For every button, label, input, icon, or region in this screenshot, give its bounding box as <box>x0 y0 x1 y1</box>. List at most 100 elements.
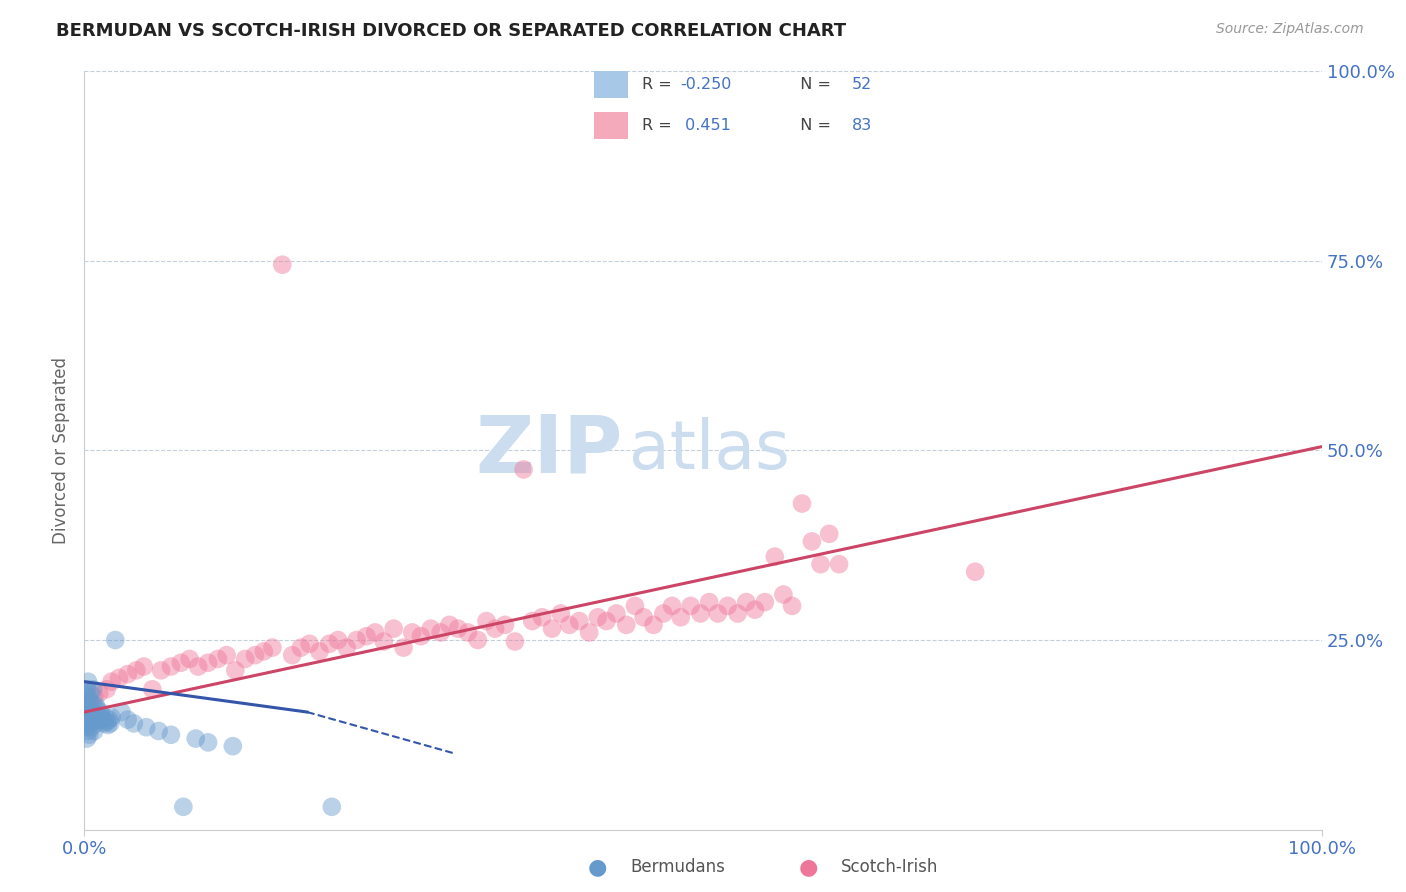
Point <box>84 716 107 731</box>
Text: 0.451: 0.451 <box>681 118 731 133</box>
Point <box>98 713 121 727</box>
Point <box>76 731 98 746</box>
Point <box>122 716 145 731</box>
Point <box>93 716 115 731</box>
Point <box>98 716 121 731</box>
Point <box>141 682 163 697</box>
Text: N =: N = <box>790 118 837 133</box>
Bar <box>593 112 628 139</box>
Point <box>780 599 803 613</box>
Point <box>439 617 461 632</box>
Point <box>271 258 294 272</box>
Point <box>512 462 534 476</box>
Point <box>550 607 572 621</box>
Point <box>100 674 122 689</box>
Text: atlas: atlas <box>628 417 790 483</box>
Point <box>605 607 627 621</box>
Text: R =: R = <box>643 118 676 133</box>
Text: Scotch-Irish: Scotch-Irish <box>841 858 938 876</box>
Text: -0.250: -0.250 <box>681 77 731 92</box>
Point <box>135 720 157 734</box>
Point <box>91 713 114 727</box>
Point <box>75 686 97 700</box>
Point <box>76 713 98 727</box>
Point <box>79 708 101 723</box>
Point <box>94 710 117 724</box>
Point <box>364 625 387 640</box>
Point <box>77 705 100 719</box>
Point <box>652 607 675 621</box>
Y-axis label: Divorced or Separated: Divorced or Separated <box>52 357 70 544</box>
Point <box>697 595 720 609</box>
Point <box>429 625 451 640</box>
Point <box>76 682 98 697</box>
Point <box>170 656 193 670</box>
Point <box>669 610 692 624</box>
Text: R =: R = <box>643 77 676 92</box>
Point <box>172 800 194 814</box>
Text: 83: 83 <box>852 118 873 133</box>
Point <box>87 708 110 723</box>
Point <box>77 724 100 739</box>
Point <box>467 633 489 648</box>
Point <box>75 720 97 734</box>
Point <box>80 705 103 719</box>
Point <box>110 705 132 719</box>
Point <box>568 614 591 628</box>
Point <box>744 603 766 617</box>
Text: 52: 52 <box>852 77 873 92</box>
Text: BERMUDAN VS SCOTCH-IRISH DIVORCED OR SEPARATED CORRELATION CHART: BERMUDAN VS SCOTCH-IRISH DIVORCED OR SEP… <box>56 22 846 40</box>
Point <box>75 701 97 715</box>
Point <box>90 708 112 723</box>
Point <box>828 557 851 572</box>
Point <box>108 671 131 685</box>
Point <box>96 682 118 697</box>
Point <box>125 664 148 678</box>
Point <box>717 599 740 613</box>
Point <box>207 652 229 666</box>
Point <box>336 640 359 655</box>
Point <box>77 690 100 704</box>
Point <box>965 565 987 579</box>
Point <box>661 599 683 613</box>
Point <box>290 640 312 655</box>
Point <box>80 720 103 734</box>
Point <box>800 534 823 549</box>
Point <box>382 622 405 636</box>
Point <box>484 622 506 636</box>
Point <box>104 633 127 648</box>
Point <box>243 648 266 662</box>
Point <box>727 607 749 621</box>
Point <box>76 698 98 712</box>
Point <box>531 610 554 624</box>
Point <box>83 708 105 723</box>
Point <box>86 701 108 715</box>
Point <box>281 648 304 662</box>
Text: N =: N = <box>790 77 837 92</box>
Point <box>86 713 108 727</box>
Point <box>197 735 219 749</box>
Point <box>77 674 100 689</box>
Text: ZIP: ZIP <box>475 411 623 490</box>
Point <box>82 682 104 697</box>
Point <box>326 633 349 648</box>
Point <box>79 694 101 708</box>
Point <box>707 607 730 621</box>
Point <box>96 714 118 729</box>
Point <box>79 701 101 715</box>
Point <box>595 614 617 628</box>
Point <box>224 664 246 678</box>
Point <box>262 640 284 655</box>
Point <box>83 690 105 704</box>
Point <box>541 622 564 636</box>
Point <box>624 599 647 613</box>
Point <box>318 637 340 651</box>
Point <box>79 716 101 731</box>
Point <box>643 617 665 632</box>
Point <box>401 625 423 640</box>
Point <box>97 718 120 732</box>
Point <box>586 610 609 624</box>
Point <box>522 614 544 628</box>
Point <box>83 724 105 739</box>
Point <box>79 686 101 700</box>
